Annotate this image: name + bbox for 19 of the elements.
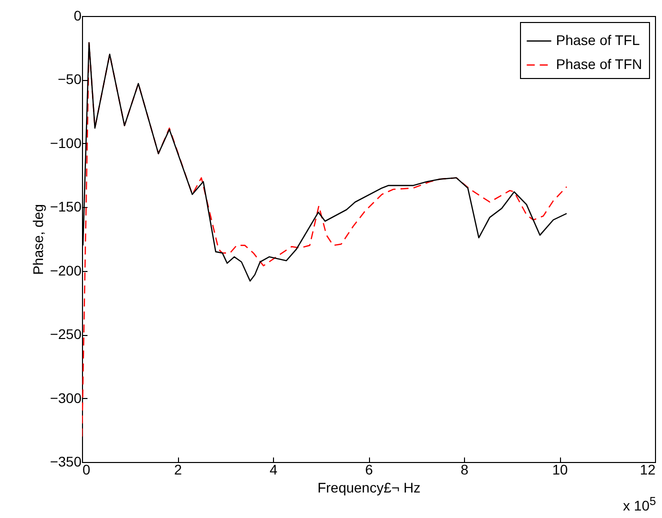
y-tick-label: −100 [50, 134, 82, 151]
x-tick-label: 2 [174, 462, 182, 478]
y-tick-label: −200 [50, 262, 82, 278]
y-tick-label: 0 [74, 8, 82, 24]
x-tick-label: 8 [460, 462, 469, 478]
legend-label: Phase of TFL [556, 32, 640, 48]
x-tick-label: 10 [552, 462, 568, 478]
y-tick-label: −250 [50, 326, 82, 342]
axis-multiplier-note: x 10$^{5}$ [623, 495, 656, 514]
x-tick-label: 12 [640, 462, 656, 478]
y-tick-label: −150 [50, 198, 82, 215]
x-tick-label: 4 [270, 462, 278, 478]
legend-label: Phase of TFN [556, 56, 642, 72]
y-tick-label: −300 [50, 390, 82, 406]
x-axis-title: Frequency£¬ Hz [317, 480, 421, 496]
y-tick-label: −350 [50, 454, 82, 470]
x-tick-label: 6 [365, 462, 374, 478]
y-axis-title: Phase, deg [30, 204, 46, 275]
y-tick-label: −50 [58, 71, 82, 88]
